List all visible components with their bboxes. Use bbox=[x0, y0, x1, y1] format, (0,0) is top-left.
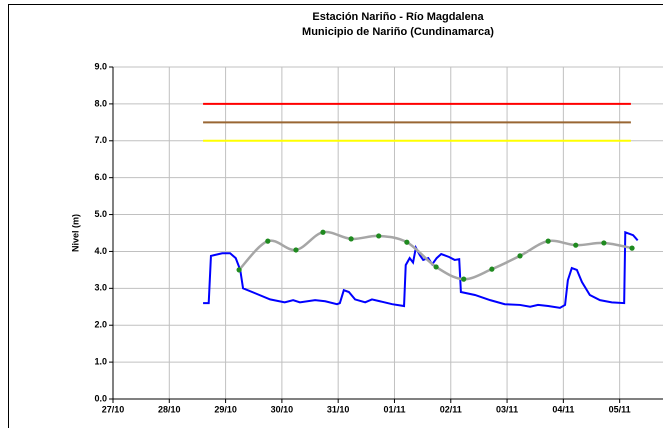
y-tick-label: 6.0 bbox=[94, 172, 107, 182]
y-tick-label: 5.0 bbox=[94, 209, 107, 219]
data-point bbox=[461, 276, 467, 282]
y-tick-label: 2.0 bbox=[94, 320, 107, 330]
data-point bbox=[629, 245, 635, 251]
x-tick-label: 05/11 bbox=[609, 404, 631, 414]
x-tick-label: 02/11 bbox=[440, 404, 462, 414]
y-axis-label: Nivel (m) bbox=[70, 214, 80, 252]
data-point bbox=[404, 239, 410, 245]
x-tick-label: 01/11 bbox=[383, 404, 405, 414]
x-tick-label: 28/10 bbox=[158, 404, 181, 414]
chart-subtitle: Municipio de Nariño (Cundinamarca) bbox=[302, 26, 494, 38]
data-point bbox=[236, 267, 242, 273]
x-tick-label: 31/10 bbox=[327, 404, 350, 414]
data-point bbox=[517, 253, 523, 259]
y-tick-label: 0.0 bbox=[94, 393, 107, 403]
series-line bbox=[203, 230, 639, 309]
data-point bbox=[573, 242, 579, 248]
chart-title: Estación Nariño - Río Magdalena bbox=[312, 11, 484, 23]
y-tick-label: 7.0 bbox=[94, 135, 107, 145]
y-tick-label: 4.0 bbox=[94, 246, 107, 256]
y-tick-label: 8.0 bbox=[94, 98, 107, 108]
data-point bbox=[293, 247, 299, 253]
data-point bbox=[348, 236, 354, 242]
chart-border bbox=[8, 4, 663, 428]
data-point bbox=[376, 233, 382, 239]
x-tick-label: 03/11 bbox=[496, 404, 518, 414]
x-tick-label: 29/10 bbox=[214, 404, 237, 414]
data-point bbox=[265, 238, 271, 244]
x-tick-label: 27/10 bbox=[102, 404, 125, 414]
data-point bbox=[489, 266, 495, 272]
data-point bbox=[545, 238, 551, 244]
y-tick-label: 3.0 bbox=[94, 283, 107, 293]
y-tick-label: 9.0 bbox=[94, 61, 107, 71]
data-point bbox=[433, 264, 439, 270]
x-tick-label: 30/10 bbox=[271, 404, 294, 414]
data-point bbox=[320, 229, 326, 235]
data-point bbox=[601, 240, 607, 246]
y-tick-label: 1.0 bbox=[94, 356, 107, 366]
x-tick-label: 04/11 bbox=[552, 404, 574, 414]
